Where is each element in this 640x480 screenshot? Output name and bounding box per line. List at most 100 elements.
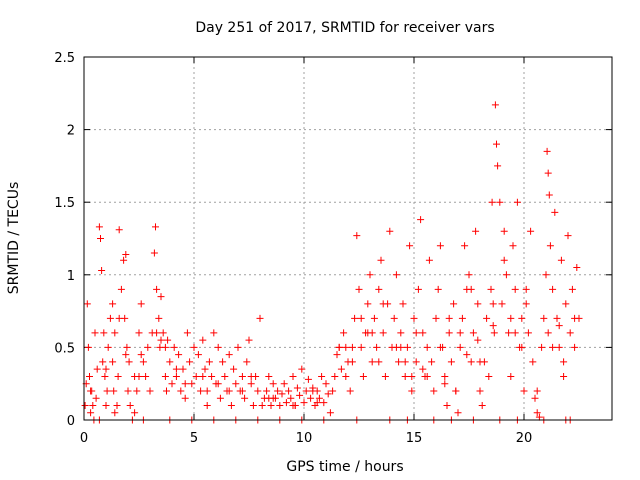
data-point <box>392 271 400 279</box>
data-point <box>353 232 361 240</box>
data-point <box>364 300 372 308</box>
data-point <box>476 387 484 395</box>
data-point <box>543 147 551 155</box>
data-point <box>485 372 493 380</box>
data-point <box>370 314 378 322</box>
data-point <box>505 329 513 337</box>
data-point <box>166 358 174 366</box>
y-tick-label: 0 <box>67 414 75 429</box>
data-point <box>322 380 330 388</box>
data-point <box>417 216 425 224</box>
data-point <box>120 256 128 264</box>
data-point <box>544 329 552 337</box>
data-point <box>293 384 301 392</box>
data-point <box>97 235 104 242</box>
data-point <box>357 343 365 351</box>
data-point <box>436 343 444 351</box>
y-tick-label: 0.5 <box>54 341 75 356</box>
data-point <box>412 329 420 337</box>
data-point <box>538 343 546 351</box>
data-point <box>113 401 121 409</box>
data-point <box>511 285 519 293</box>
data-point <box>500 256 508 264</box>
data-point <box>401 372 409 380</box>
data-point <box>280 380 288 388</box>
data-point <box>109 358 117 366</box>
data-point <box>490 329 498 337</box>
data-point <box>524 329 532 337</box>
data-point <box>205 358 213 366</box>
data-point <box>491 101 499 109</box>
data-point <box>472 227 480 235</box>
data-point <box>101 372 109 380</box>
data-point <box>478 401 486 409</box>
data-point <box>115 314 123 322</box>
data-point <box>496 198 504 206</box>
data-point <box>359 372 367 380</box>
y-tick-label: 2 <box>67 124 75 139</box>
data-point <box>399 300 407 308</box>
data-point <box>99 358 107 366</box>
data-point <box>568 285 576 293</box>
data-point <box>296 391 304 399</box>
data-point <box>401 358 409 366</box>
data-point <box>456 343 464 351</box>
data-point <box>408 387 416 395</box>
data-point <box>381 372 389 380</box>
data-point <box>373 343 381 351</box>
data-point <box>144 343 152 351</box>
x-tick-label: 15 <box>406 431 423 446</box>
data-point <box>104 343 112 351</box>
data-point <box>309 387 317 395</box>
y-tick-label: 1 <box>67 269 75 284</box>
data-point <box>324 390 332 398</box>
data-point <box>549 285 557 293</box>
data-point <box>549 343 557 351</box>
y-axis-label: SRMTID / TECUs <box>6 182 22 295</box>
data-point <box>157 336 165 344</box>
data-point <box>340 329 348 337</box>
data-point <box>84 343 92 351</box>
data-point <box>545 191 553 199</box>
data-point <box>150 249 158 257</box>
data-point <box>89 401 97 409</box>
data-point <box>247 380 255 388</box>
data-point <box>489 322 497 330</box>
data-point <box>375 285 383 293</box>
data-point <box>313 399 321 407</box>
data-point <box>95 223 103 231</box>
data-points <box>82 101 583 424</box>
data-point <box>467 285 475 293</box>
data-point <box>186 358 194 366</box>
data-point <box>509 242 517 250</box>
data-point <box>522 300 530 308</box>
data-point <box>163 387 170 395</box>
y-tick-label: 1.5 <box>54 196 75 211</box>
data-point <box>92 394 100 402</box>
data-point <box>122 351 130 359</box>
data-point <box>241 394 249 402</box>
data-point <box>342 372 350 380</box>
data-point <box>298 365 306 373</box>
data-point <box>238 372 246 380</box>
data-point <box>533 387 541 395</box>
data-point <box>102 401 110 409</box>
data-point <box>265 372 273 380</box>
data-point <box>423 372 431 380</box>
data-point <box>412 358 420 366</box>
data-point <box>86 372 93 380</box>
plot-frame <box>83 56 613 421</box>
data-point <box>465 271 473 279</box>
data-point <box>487 285 495 293</box>
data-point <box>263 387 271 395</box>
data-point <box>428 358 436 366</box>
data-point <box>221 372 229 380</box>
data-point <box>172 372 180 380</box>
data-point <box>168 380 176 388</box>
data-point <box>441 380 449 388</box>
data-point <box>278 390 286 398</box>
data-point <box>529 358 537 366</box>
data-point <box>243 358 251 366</box>
data-point <box>571 343 579 351</box>
